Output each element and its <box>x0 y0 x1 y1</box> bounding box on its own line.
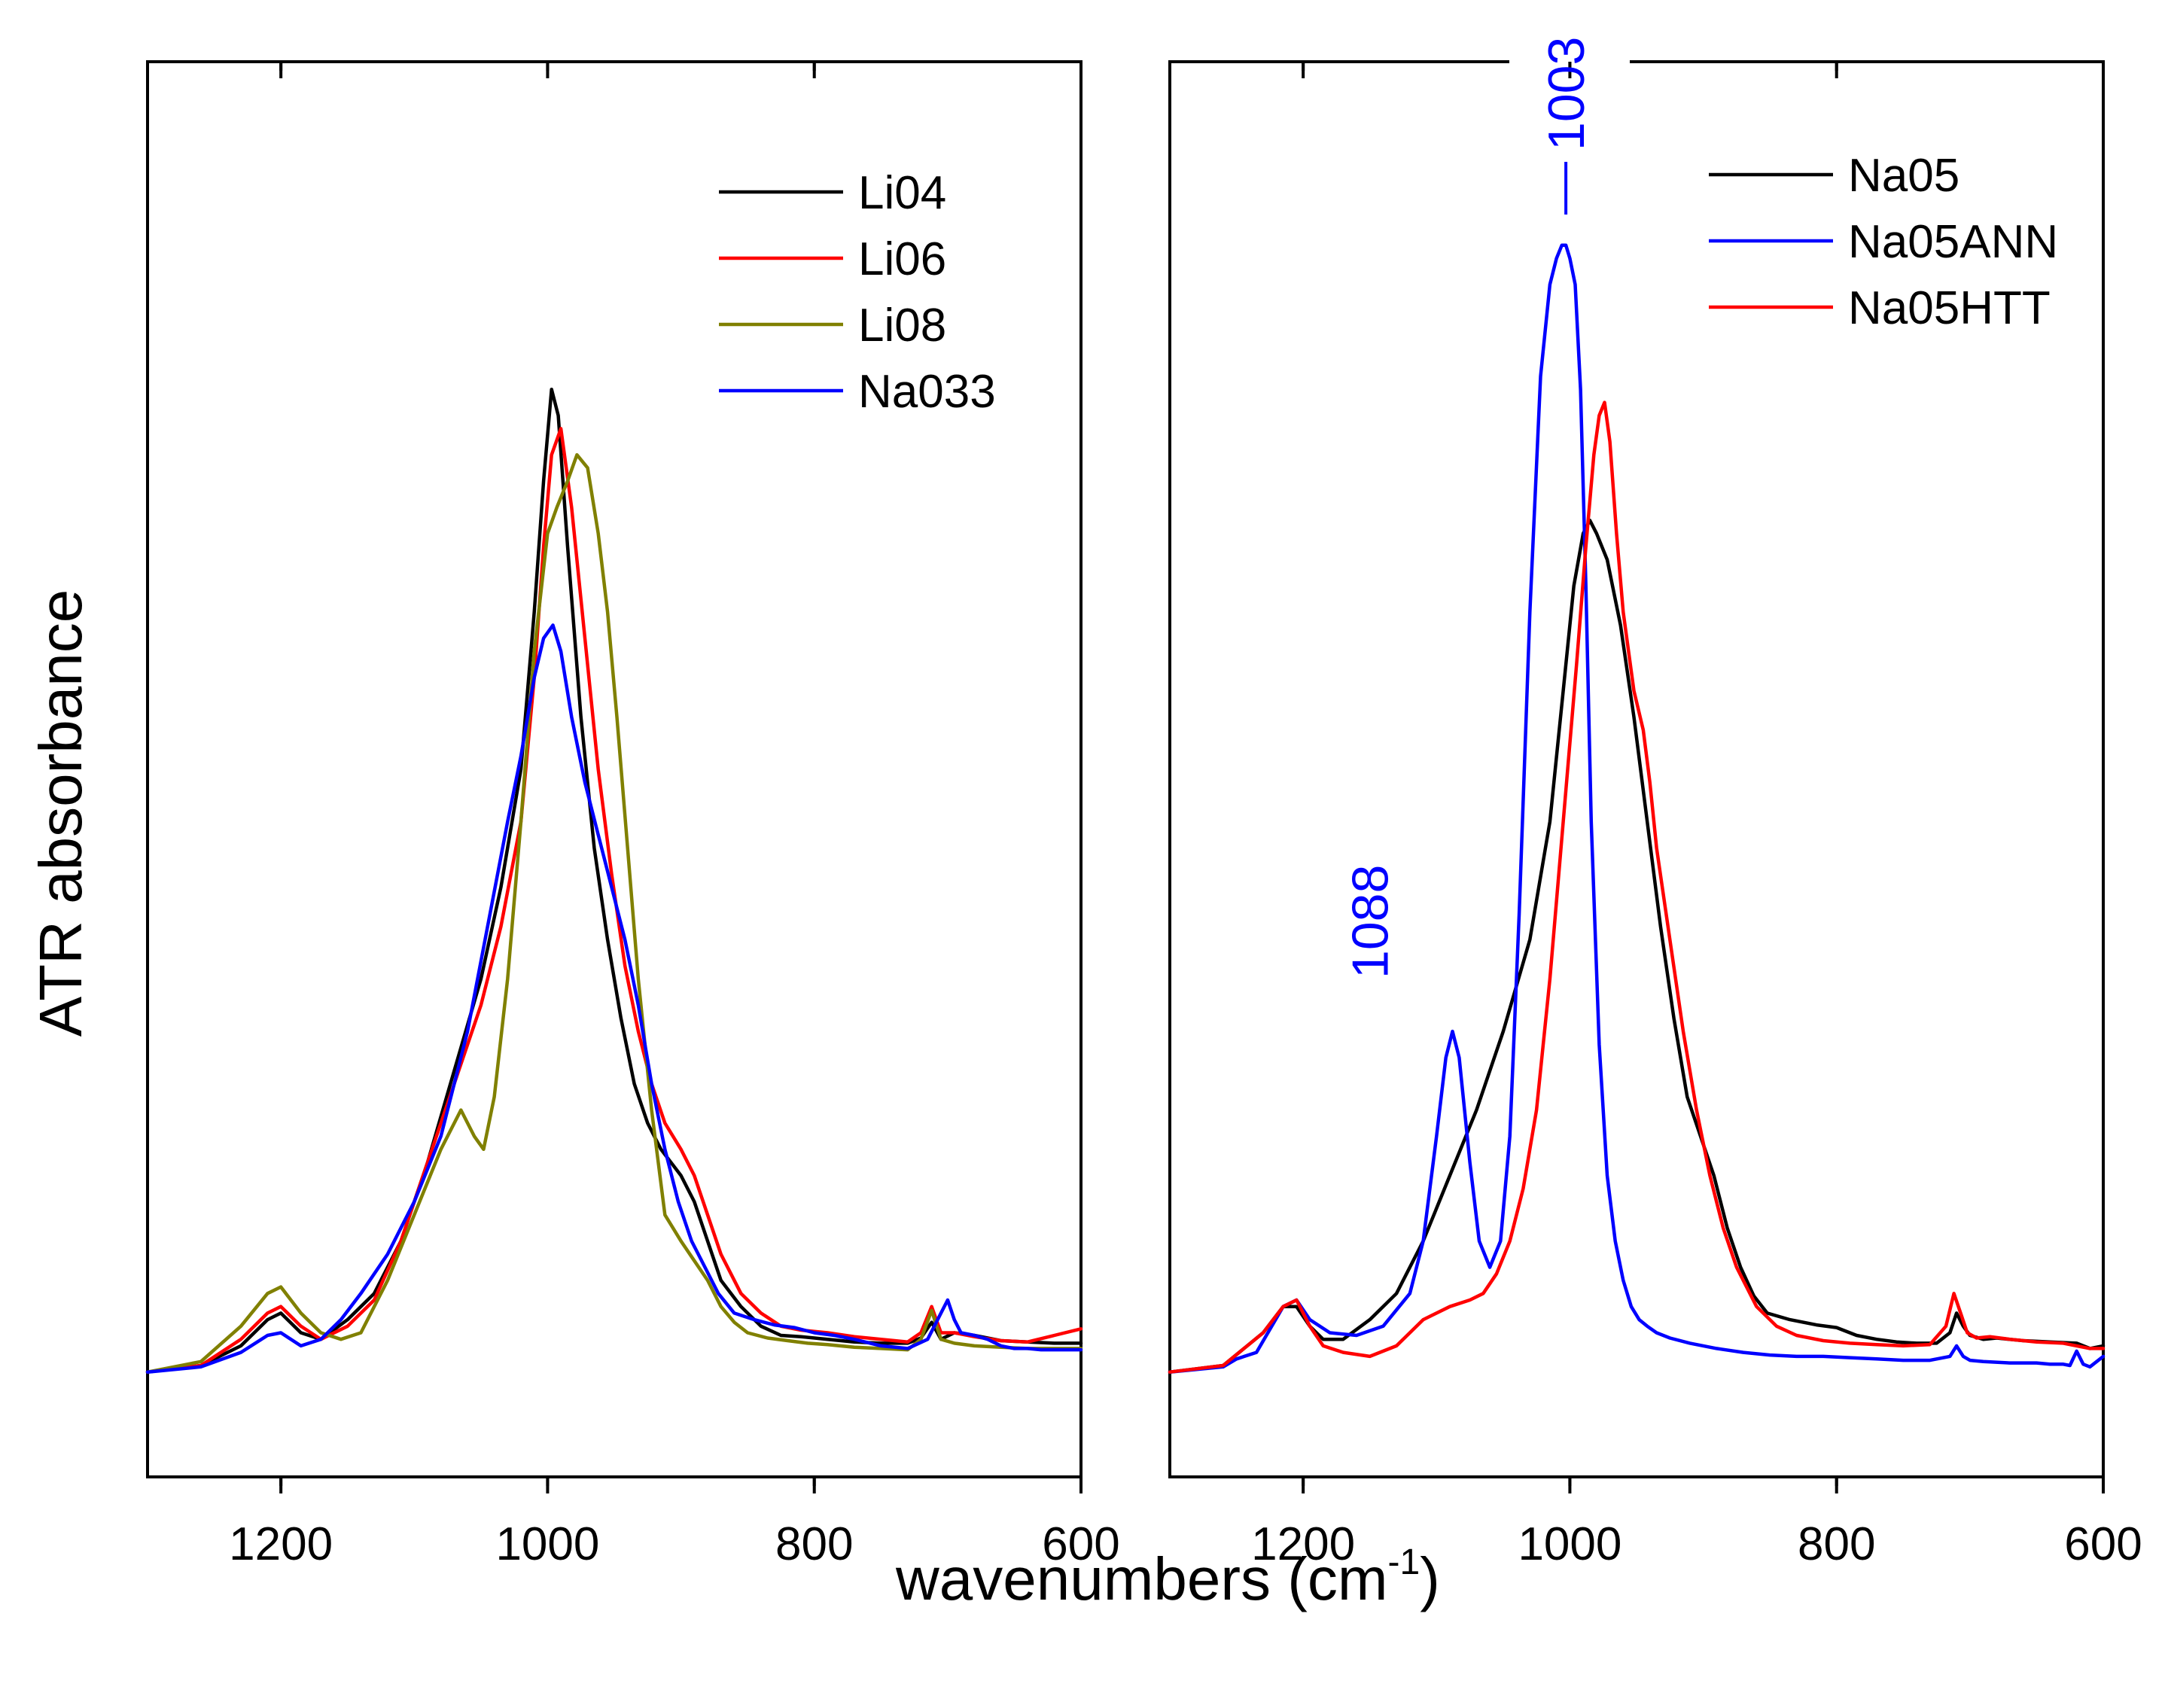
series-line-na05ann <box>1168 243 2106 1374</box>
x-axis-label-main: wavenumbers (cm <box>895 1545 1388 1612</box>
right-legend: Na05 Na05ANN Na05HTT <box>1709 150 2058 334</box>
x-axis-label-close: ) <box>1420 1545 1440 1612</box>
x-axis-label: wavenumbers (cm-1) <box>895 1542 1440 1612</box>
legend-label-na05ann: Na05ANN <box>1848 216 2058 268</box>
y-axis-label: ATR absorbance <box>27 589 94 1037</box>
right-series-group <box>1168 243 2106 1374</box>
x-tick-label: 1200 <box>1251 1518 1355 1570</box>
x-tick-label: 800 <box>775 1518 853 1570</box>
annotation-1088: 1088 <box>1342 865 1399 979</box>
peak-annotations: 1088 1003 <box>1342 37 1596 979</box>
x-tick-label: 1000 <box>1518 1518 1621 1570</box>
legend-label-li04: Li04 <box>858 167 946 219</box>
x-tick-label: 800 <box>1798 1518 1875 1570</box>
x-axis-label-sup: -1 <box>1388 1542 1420 1582</box>
legend-label-na05: Na05 <box>1848 150 1959 202</box>
legend-label-na033: Na033 <box>858 366 996 418</box>
right-plot-frame <box>1168 60 2105 1478</box>
legend-label-li08: Li08 <box>858 300 946 352</box>
left-legend: Li04 Li06 Li08 Na033 <box>719 167 996 418</box>
left-plot-frame <box>146 60 1082 1478</box>
right-x-ticks: 1200 1000 800 600 <box>1251 62 2142 1570</box>
series-line-li06 <box>145 427 1083 1374</box>
series-line-li08 <box>145 452 1083 1374</box>
series-line-na05 <box>1168 519 2106 1374</box>
series-line-na05htt <box>1168 400 2106 1374</box>
x-tick-label: 600 <box>2064 1518 2142 1570</box>
annotation-1003: 1003 <box>1538 37 1595 151</box>
left-x-ticks: 1200 1000 800 600 <box>229 62 1120 1570</box>
legend-label-li06: Li06 <box>858 233 946 285</box>
legend-label-na05htt: Na05HTT <box>1848 282 2051 334</box>
left-series-group <box>145 387 1083 1374</box>
x-tick-label: 1000 <box>495 1518 599 1570</box>
series-line-na033 <box>145 623 1083 1374</box>
x-tick-label: 600 <box>1042 1518 1119 1570</box>
x-tick-label: 1200 <box>229 1518 333 1570</box>
